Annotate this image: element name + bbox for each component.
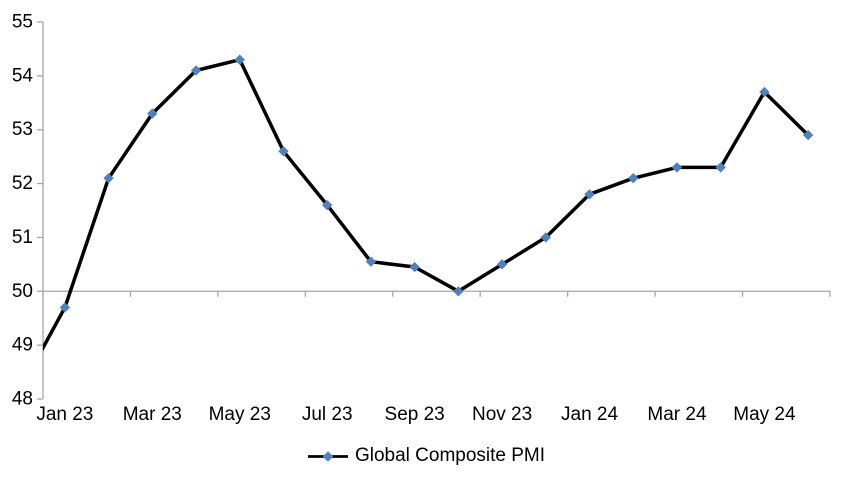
x-axis-tick-label: Mar 24 <box>647 404 707 425</box>
y-axis-tick-label: 49 <box>12 335 33 356</box>
y-axis-tick-label: 51 <box>12 227 33 248</box>
pmi-marker <box>321 199 333 211</box>
pmi-marker <box>147 108 158 119</box>
x-axis-tick-label: Nov 23 <box>472 404 532 425</box>
pmi-marker <box>628 172 639 184</box>
x-axis-tick-label: May 24 <box>733 404 796 425</box>
pmi-marker <box>453 286 464 297</box>
pmi-marker <box>715 162 726 173</box>
pmi-marker <box>584 189 595 200</box>
pmi-series-markers <box>59 54 814 313</box>
legend-line-diamond-icon <box>307 450 348 462</box>
pmi-marker <box>365 256 377 267</box>
x-axis-tick-label: May 23 <box>209 404 271 425</box>
y-axis-tick-label: 48 <box>12 389 33 410</box>
y-axis-tick-label: 55 <box>12 12 33 33</box>
x-axis-tick-label: Jan 24 <box>561 404 618 425</box>
y-axis-tick-label: 53 <box>12 119 33 140</box>
legend: Global Composite PMI <box>0 444 852 468</box>
pmi-marker <box>59 302 71 313</box>
y-axis-tick-label: 52 <box>12 173 33 194</box>
x-axis-tick-label: Sep 23 <box>385 404 445 425</box>
pmi-marker <box>278 146 289 157</box>
pmi-marker <box>671 162 683 173</box>
pmi-marker <box>496 259 508 270</box>
pmi-marker <box>759 86 770 98</box>
y-axis-tick-label: 54 <box>12 65 34 86</box>
pmi-series-line <box>43 57 810 352</box>
y-axis <box>37 21 44 400</box>
pmi-marker <box>103 172 114 184</box>
pmi-marker <box>802 129 814 141</box>
legend-diamond-icon <box>322 450 334 462</box>
pmi-marker <box>190 65 202 76</box>
y-axis-tick-label: 50 <box>12 281 33 302</box>
x-axis-tick-label: Jul 23 <box>302 404 353 425</box>
pmi-marker <box>540 232 552 243</box>
pmi-marker <box>234 54 245 65</box>
x-axis-tick-label: Mar 23 <box>123 404 182 425</box>
x-axis-tick-label: Jan 23 <box>36 404 93 425</box>
legend-label: Global Composite PMI <box>354 445 546 466</box>
x-axis <box>42 290 831 297</box>
pmi-marker <box>409 261 420 273</box>
